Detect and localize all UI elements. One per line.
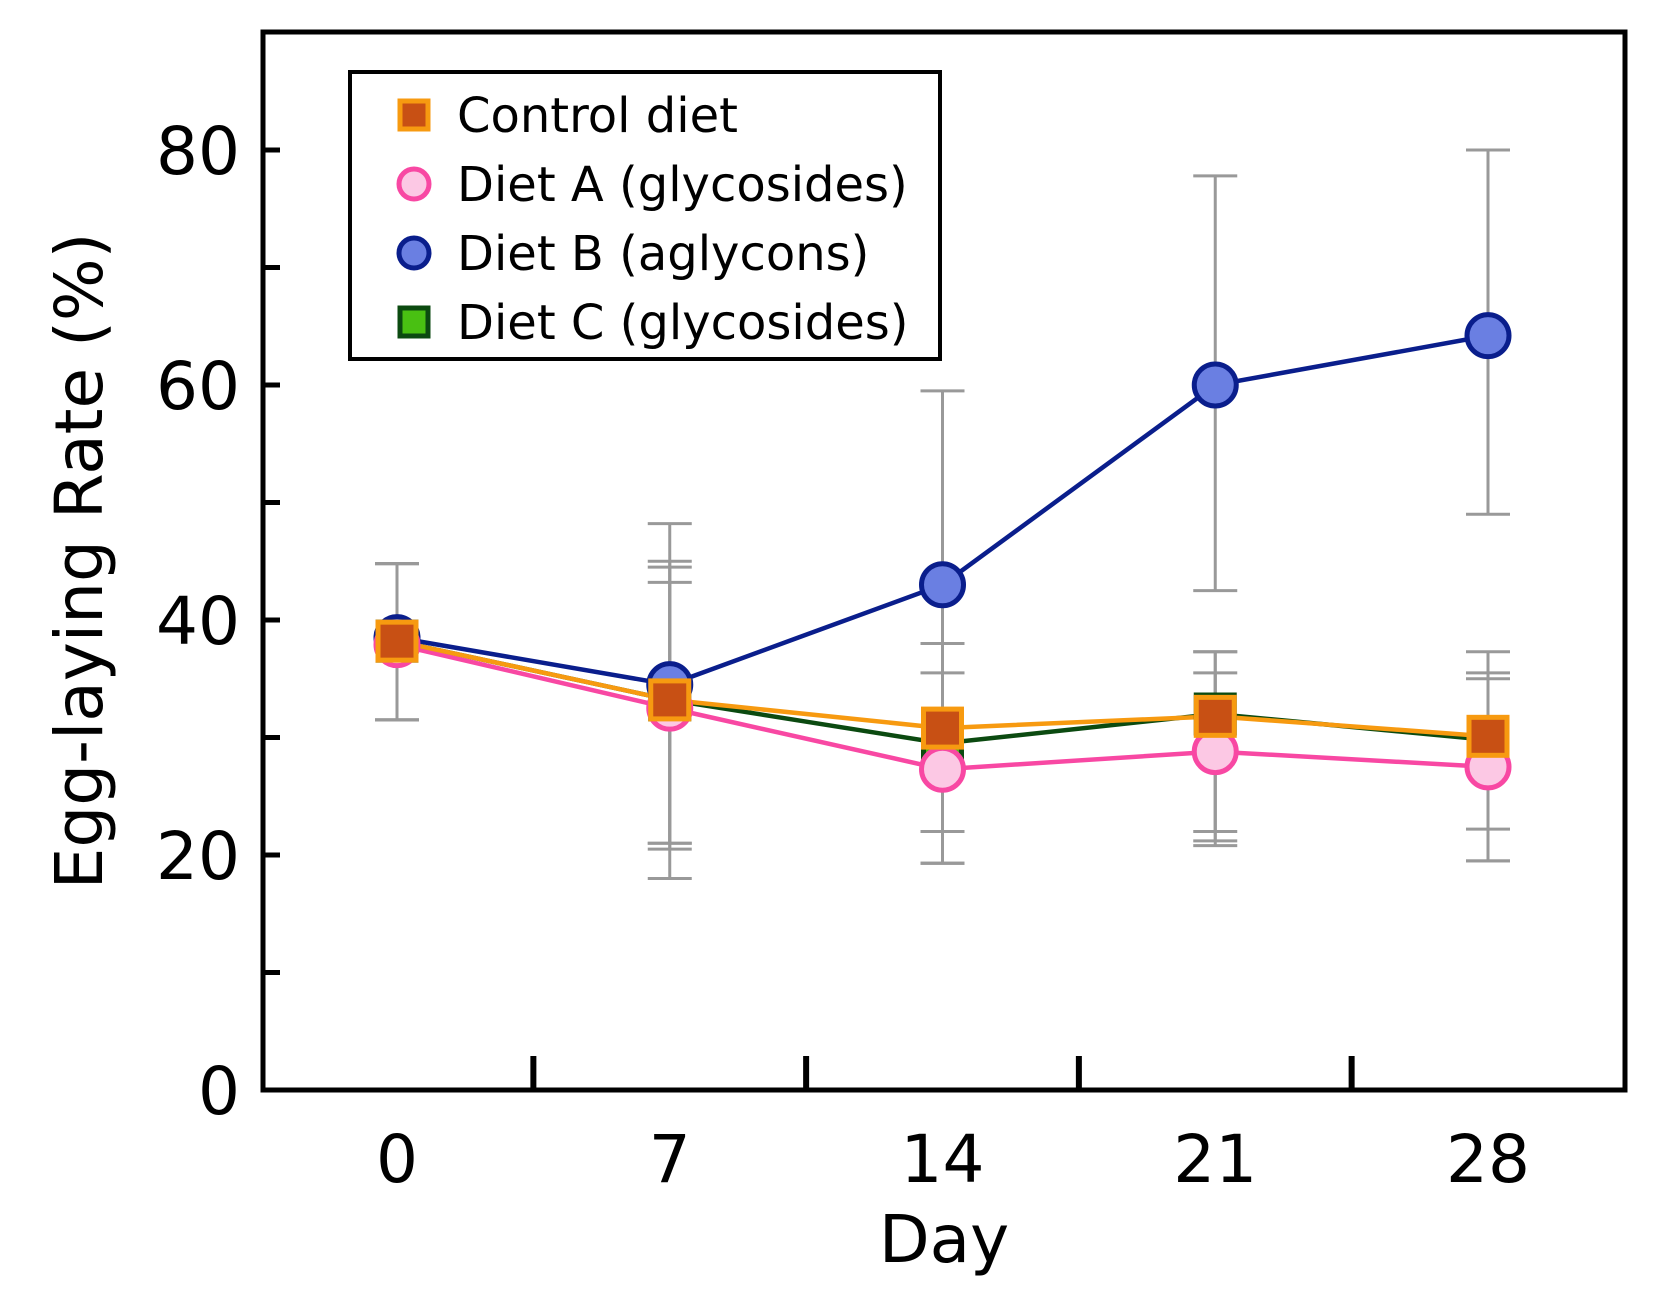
y-tick-label: 20 [156, 818, 240, 895]
data-point [1466, 714, 1510, 758]
x-axis-title: Day [879, 1201, 1009, 1278]
y-tick-label: 60 [156, 348, 240, 425]
x-tick-label: 14 [901, 1121, 985, 1198]
legend-label: Control diet [457, 88, 738, 144]
x-tick-label: 28 [1446, 1121, 1530, 1198]
legend-marker [396, 166, 432, 202]
legend-label: Diet C (glycosides) [457, 295, 908, 351]
y-tick-label: 40 [156, 583, 240, 660]
y-tick-label: 0 [198, 1053, 240, 1130]
data-point [1191, 361, 1239, 409]
legend-marker [397, 305, 431, 339]
y-axis-ticks: 0 20 40 60 80 [156, 113, 280, 1130]
legend-box [348, 70, 942, 361]
x-tick-label: 7 [649, 1121, 691, 1198]
data-point [648, 678, 692, 722]
legend-label: Diet B (aglycons) [457, 226, 869, 282]
x-tick-label: 0 [376, 1121, 418, 1198]
plot-frame [260, 29, 1628, 1093]
data-point [1464, 312, 1512, 360]
legend-label: Diet A (glycosides) [457, 157, 908, 213]
series-markers [373, 312, 1512, 793]
x-tick-label: 21 [1173, 1121, 1257, 1198]
y-axis-title: Egg-laying Rate (%) [41, 233, 118, 890]
legend-marker [396, 235, 432, 271]
data-point [1193, 694, 1237, 738]
x-axis-ticks: 0 7 14 21 28 [376, 1056, 1530, 1198]
y-tick-label: 80 [156, 113, 240, 190]
data-point [919, 561, 966, 609]
data-point [921, 706, 964, 750]
data-point [919, 745, 966, 793]
legend-marker [397, 98, 431, 132]
legend: Control diet Diet A (glycosides) Diet B (a… [348, 70, 942, 361]
data-point [375, 619, 419, 663]
